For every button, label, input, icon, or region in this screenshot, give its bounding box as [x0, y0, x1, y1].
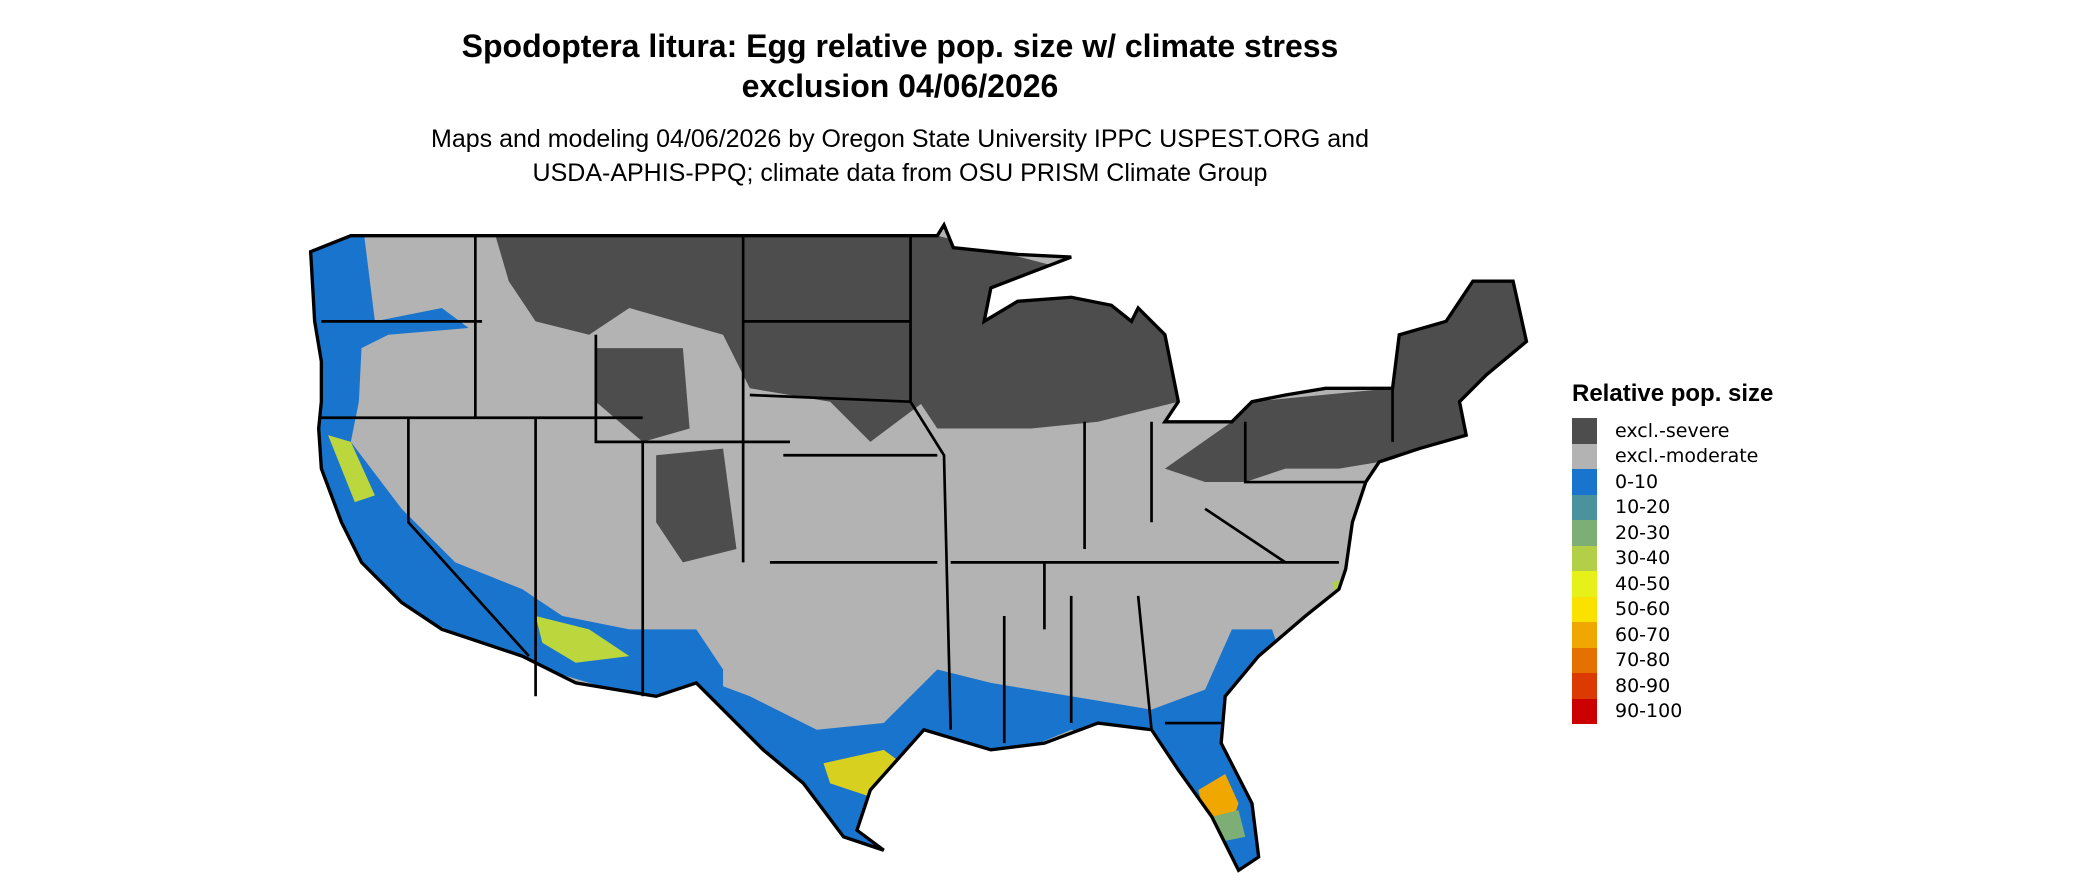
legend-swatch — [1572, 622, 1597, 648]
legend-label: 70-80 — [1615, 649, 1671, 672]
legend-swatch — [1572, 545, 1597, 571]
legend-label: 50-60 — [1615, 598, 1671, 621]
legend-label: 60-70 — [1615, 623, 1671, 646]
range-40-60-texas-coast — [823, 749, 911, 797]
excl-severe-colorado — [656, 448, 737, 563]
excl-severe-northeast — [1164, 281, 1527, 483]
excl-severe-north-plains — [495, 235, 938, 442]
legend: Relative pop. size excl.-severe excl.-mod… — [1572, 380, 1773, 724]
range-40-50-california — [328, 435, 375, 503]
legend-swatch — [1572, 596, 1597, 622]
map-title-line2: exclusion 04/06/2026 — [741, 68, 1059, 104]
map-subtitle-line2: USDA-APHIS-PPQ; climate data from OSU PR… — [532, 159, 1268, 187]
legend-item: 0-10 — [1572, 469, 1773, 495]
excl-severe-great-lakes — [910, 235, 1179, 429]
legend-item: 30-40 — [1572, 545, 1773, 571]
legend-swatch — [1572, 494, 1597, 520]
legend-swatch — [1572, 647, 1597, 673]
range-40-50-arizona — [535, 615, 630, 663]
legend-label: 80-90 — [1615, 674, 1671, 697]
map-title-line1: Spodoptera litura: Egg relative pop. siz… — [461, 28, 1339, 64]
legend-item: 50-60 — [1572, 596, 1773, 622]
legend-swatch — [1572, 673, 1597, 699]
legend-item: 40-50 — [1572, 571, 1773, 597]
legend-swatch — [1572, 418, 1597, 444]
legend-label: 90-100 — [1615, 700, 1683, 723]
legend-item: 10-20 — [1572, 494, 1773, 520]
state-borders — [318, 235, 1394, 744]
range-0-10-west-coast — [310, 235, 724, 710]
legend-item: 70-80 — [1572, 647, 1773, 673]
legend-swatch — [1572, 698, 1597, 724]
legend-item: excl.-moderate — [1572, 443, 1773, 469]
us-outline — [308, 221, 1529, 873]
legend-item: 20-30 — [1572, 520, 1773, 546]
legend-swatch — [1572, 443, 1597, 469]
legend-label: 30-40 — [1615, 547, 1671, 570]
legend-swatch — [1572, 520, 1597, 546]
legend-label: excl.-moderate — [1615, 445, 1759, 468]
range-20-30-florida — [1211, 810, 1246, 841]
legend-swatch — [1572, 571, 1597, 597]
legend-item: 80-90 — [1572, 673, 1773, 699]
legend-label: 10-20 — [1615, 496, 1671, 519]
legend-label: 0-10 — [1615, 470, 1659, 493]
legend-item: 90-100 — [1572, 698, 1773, 724]
legend-label: excl.-severe — [1615, 419, 1730, 442]
legend-swatch — [1572, 469, 1597, 495]
legend-item: excl.-severe — [1572, 418, 1773, 444]
legend-label: 20-30 — [1615, 521, 1671, 544]
map-subtitle-line1: Maps and modeling 04/06/2026 by Oregon S… — [431, 125, 1369, 153]
legend-label: 40-50 — [1615, 572, 1671, 595]
legend-item: 60-70 — [1572, 622, 1773, 648]
legend-title: Relative pop. size — [1572, 380, 1774, 407]
